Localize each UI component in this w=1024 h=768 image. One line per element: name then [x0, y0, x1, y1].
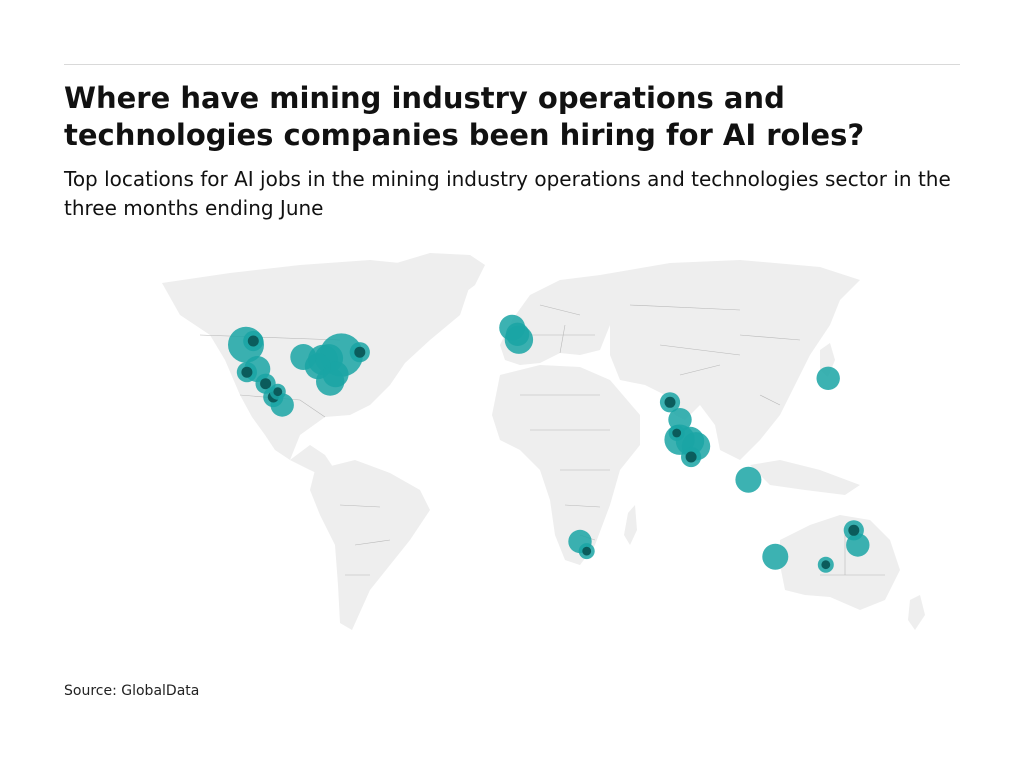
location-bubble-core: [260, 378, 272, 390]
location-bubble: [290, 344, 317, 370]
location-bubble-core: [664, 396, 676, 408]
location-bubble-core: [685, 451, 697, 463]
location-bubbles: [228, 314, 870, 573]
land-indonesia: [750, 460, 860, 495]
land-new-zealand: [908, 595, 925, 630]
land-asia: [600, 260, 860, 460]
location-bubble-core: [247, 335, 259, 347]
top-rule: [64, 64, 960, 65]
country-borders: [199, 304, 885, 576]
location-bubble: [762, 543, 789, 570]
location-bubble-core: [821, 560, 831, 570]
location-bubble: [816, 366, 840, 390]
location-bubble-core: [672, 428, 682, 438]
world-map: [162, 253, 925, 630]
source-note: Source: GlobalData: [64, 683, 200, 699]
location-bubble-core: [848, 524, 860, 536]
location-bubble-core: [273, 387, 283, 397]
land-greenland: [390, 253, 485, 305]
location-bubble: [322, 361, 349, 388]
land-australia: [780, 515, 900, 610]
location-bubble-core: [354, 346, 366, 358]
location-bubble: [505, 322, 530, 346]
location-bubble-core: [241, 366, 253, 378]
location-bubble: [735, 466, 762, 493]
land-madagascar: [624, 505, 637, 545]
land-africa: [492, 365, 640, 565]
location-bubble-core: [582, 546, 592, 556]
chart-subtitle: Top locations for AI jobs in the mining …: [64, 167, 951, 220]
chart-title: Where have mining industry operations an…: [64, 81, 865, 152]
land-masses: [162, 253, 925, 630]
land-south-america: [310, 460, 430, 630]
